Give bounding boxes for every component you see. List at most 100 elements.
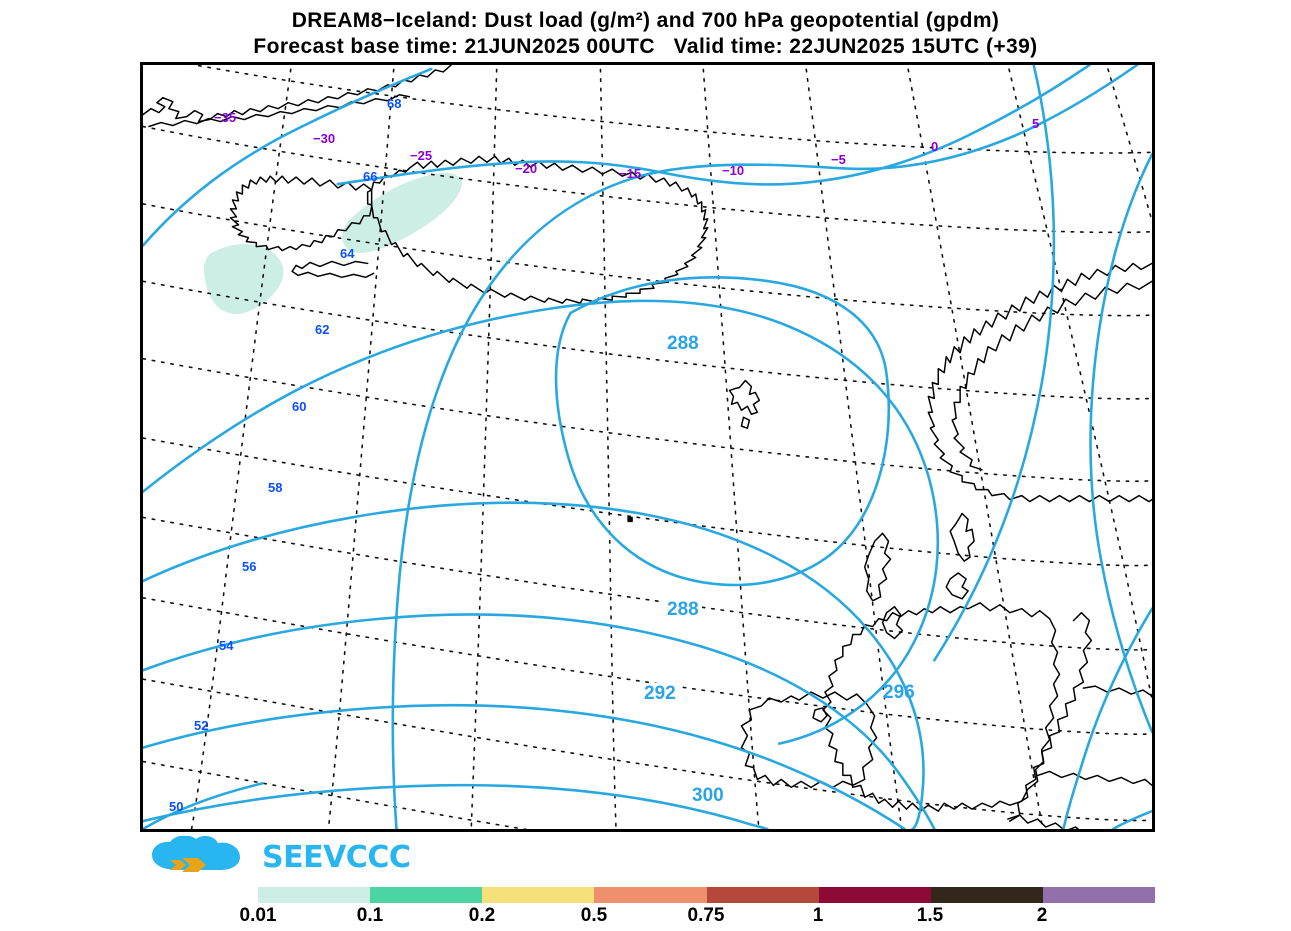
coastline-continent-channel — [1036, 770, 1152, 787]
lat-label-64: 64 — [340, 246, 355, 261]
coastline-norway — [927, 262, 1152, 503]
coastline-britain — [822, 602, 1061, 812]
map-panel[interactable]: 288 288 292 296 300 304 — [140, 62, 1155, 832]
contour-288-outer — [143, 299, 940, 745]
coastline-faroe — [728, 379, 761, 416]
colorbar-tick-5: 1 — [812, 905, 824, 926]
coastline-iceland-westfjords — [229, 175, 373, 252]
dust-plume-irminger — [203, 244, 284, 315]
contour-300 — [143, 703, 906, 829]
lon-label-m15: −15 — [619, 166, 642, 181]
coastline-orkney — [945, 572, 969, 600]
parallel-58 — [143, 437, 1152, 567]
lat-label-56: 56 — [242, 559, 257, 574]
lat-label-66: 66 — [363, 169, 378, 184]
coastline-snaefellsnes — [291, 260, 375, 279]
lon-label-m35: −35 — [214, 110, 237, 125]
arrow-icon — [182, 858, 206, 872]
coastline-continent-low — [1082, 685, 1152, 697]
coastline-faroe-2 — [740, 416, 751, 429]
parallel-66 — [143, 125, 1152, 234]
arrow-icon-2 — [170, 860, 186, 870]
lon-label-0: 0 — [931, 139, 939, 154]
coastline-layer — [143, 65, 1152, 829]
coastline-skye — [881, 606, 904, 640]
geopotential-label-296: 296 — [883, 682, 915, 703]
colorbar-segment-3 — [594, 887, 707, 903]
chart-title-block: DREAM8−Iceland: Dust load (g/m²) and 700… — [0, 8, 1291, 60]
colorbar-tick-3: 0.5 — [580, 905, 608, 926]
coastline-denmark-nw-europe — [1009, 611, 1093, 822]
seevccc-logo[interactable] — [148, 836, 363, 880]
colorbar-tick-6: 1.5 — [916, 905, 944, 926]
contour-east-1 — [933, 65, 1056, 662]
contour-se-corner — [1111, 809, 1152, 829]
contour-label-layer: 288 288 292 296 300 304 — [143, 65, 1152, 829]
meridian-m15 — [702, 65, 760, 829]
colorbar-segment-5 — [818, 887, 931, 903]
lat-label-68: 68 — [387, 96, 402, 111]
colorbar-tick-4: 0.75 — [687, 905, 725, 926]
lat-label-52: 52 — [194, 718, 209, 733]
geopotential-label-288-west: 288 — [664, 599, 702, 621]
colorbar-segment-7 — [1042, 887, 1155, 903]
meridian-m35 — [190, 65, 293, 829]
geopotential-label-292: 292 — [641, 683, 679, 705]
coastline-hebrides — [863, 532, 892, 602]
meridian-m25 — [470, 65, 498, 829]
contour-ridge-north — [391, 65, 1139, 829]
lon-label-m30: −30 — [313, 131, 336, 146]
colorbar-tick-labels: 0.01 0.1 0.2 0.5 0.75 1 1.5 2 — [0, 905, 1291, 931]
contour-sw-low — [143, 782, 264, 829]
lon-label-m10: −10 — [722, 163, 745, 178]
lat-label-54: 54 — [219, 638, 234, 653]
dust-load-colorbar[interactable] — [258, 887, 1155, 903]
meridian-m20 — [599, 65, 617, 829]
contour-north-iceland — [336, 65, 1091, 186]
coastline-shetland — [949, 512, 975, 562]
colorbar-segment-0 — [258, 887, 371, 903]
parallel-54 — [143, 597, 1152, 735]
colorbar-segment-2 — [482, 887, 595, 903]
colorbar-segment-6 — [930, 887, 1043, 903]
parallel-68 — [190, 65, 1152, 154]
geopotential-label-300: 300 — [689, 785, 727, 807]
coastline-ireland — [740, 691, 878, 789]
page-title: DREAM8−Iceland: Dust load (g/m²) and 700… — [291, 9, 1000, 32]
lat-label-58: 58 — [268, 480, 283, 495]
lat-label-50: 50 — [169, 799, 184, 814]
map-canvas — [143, 65, 1152, 829]
colorbar-tick-1: 0.1 — [356, 905, 384, 926]
contour-288-inner — [554, 276, 890, 587]
contour-304 — [143, 783, 769, 829]
coastline-norway-fjords — [951, 280, 1152, 471]
logo-text: SEEVCCC — [262, 840, 411, 875]
coastline-brittany — [1007, 814, 1080, 829]
colorbar-segment-4 — [706, 887, 819, 903]
contour-292 — [143, 501, 925, 829]
lon-label-m20: −20 — [515, 161, 538, 176]
colorbar-tick-7: 2 — [1036, 905, 1048, 926]
lon-label-m25: −25 — [410, 148, 433, 163]
dust-plume-nw-iceland — [342, 172, 462, 253]
coastline-islet — [627, 516, 633, 523]
contour-296 — [143, 613, 936, 829]
contour-east-2 — [1089, 153, 1152, 734]
contour-east-3 — [1062, 607, 1152, 829]
parallel-60 — [143, 357, 1152, 482]
lon-label-5: 5 — [1032, 116, 1040, 131]
colorbar-tick-2: 0.2 — [468, 905, 496, 926]
geopotential-label-288-north: 288 — [664, 333, 702, 355]
coastline-greenland-inner — [148, 94, 411, 128]
coastline-iceland — [366, 155, 709, 304]
meridian-m30 — [327, 65, 395, 829]
contour-outer-north — [143, 67, 433, 247]
lon-label-m5: −5 — [831, 152, 846, 167]
lake-lough-neagh — [812, 707, 828, 723]
lat-label-62: 62 — [315, 322, 330, 337]
parallel-64 — [143, 203, 1152, 317]
coastline-greenland — [143, 65, 452, 123]
parallel-52 — [143, 678, 1152, 822]
geopotential-contour-layer — [143, 65, 1152, 829]
forecast-time-subtitle: Forecast base time: 21JUN2025 00UTC Vali… — [253, 35, 1038, 58]
